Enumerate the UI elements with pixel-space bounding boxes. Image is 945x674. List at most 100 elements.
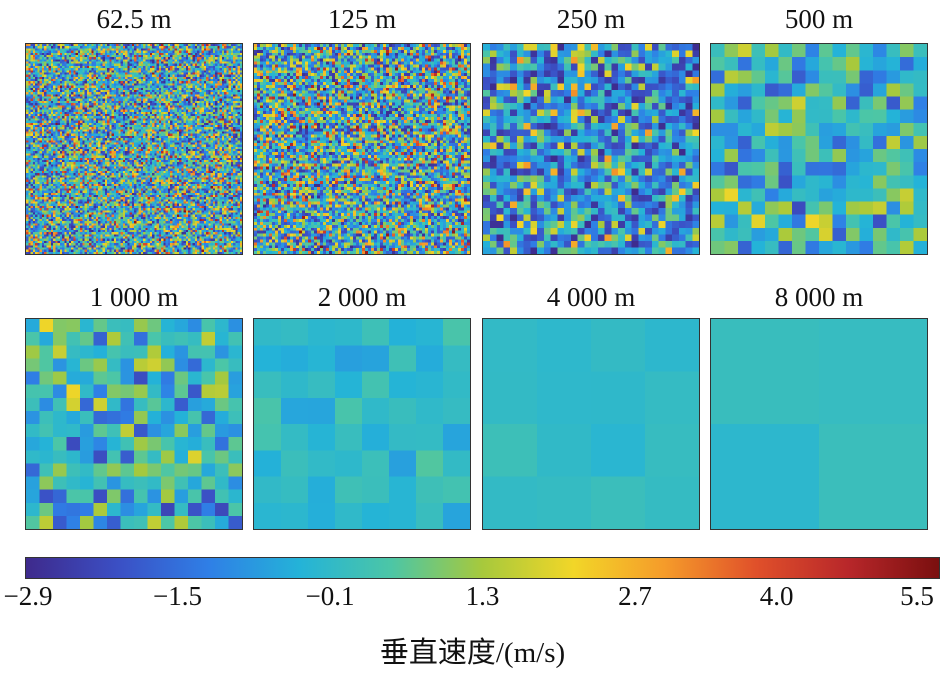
- heatmap-cell: [170, 46, 173, 49]
- heatmap-cell: [28, 144, 31, 147]
- heatmap-cell: [32, 46, 36, 49]
- heatmap-cell: [208, 83, 211, 86]
- heatmap-cell: [44, 89, 47, 93]
- heatmap-cell: [167, 146, 171, 150]
- heatmap-cell: [235, 63, 238, 66]
- heatmap-cell: [190, 74, 193, 77]
- heatmap-cell: [68, 76, 72, 80]
- heatmap-cell: [111, 142, 114, 145]
- heatmap-cell: [71, 48, 74, 51]
- heatmap-cell: [172, 79, 175, 82]
- heatmap-cell: [212, 138, 216, 141]
- heatmap-cell: [98, 50, 101, 53]
- heatmap-cell: [233, 46, 236, 49]
- heatmap-cell: [48, 72, 51, 75]
- heatmap-cell: [239, 107, 242, 110]
- heatmap-cell: [26, 144, 29, 147]
- heatmap-cell: [206, 63, 209, 66]
- heatmap-cell: [147, 59, 150, 62]
- heatmap-cell: [190, 103, 193, 106]
- heatmap-cell: [174, 105, 177, 108]
- heatmap-cell: [215, 83, 218, 86]
- heatmap-cell: [199, 85, 202, 88]
- heatmap-cell: [163, 120, 166, 123]
- heatmap-cell: [161, 61, 164, 64]
- heatmap-cell: [71, 133, 74, 136]
- heatmap-cell: [35, 89, 38, 93]
- heatmap-cell: [41, 144, 45, 147]
- heatmap-cell: [93, 118, 96, 121]
- heatmap-cell: [122, 144, 126, 147]
- heatmap-cell: [167, 103, 171, 106]
- heatmap-cell: [145, 61, 148, 64]
- heatmap-cell: [68, 146, 72, 150]
- heatmap-cell: [226, 103, 229, 106]
- heatmap-cell: [181, 120, 184, 123]
- heatmap-cell: [134, 155, 137, 158]
- heatmap-cell: [149, 155, 153, 158]
- heatmap-cell: [170, 151, 173, 154]
- heatmap-cell: [44, 96, 47, 99]
- heatmap-cell: [147, 70, 150, 73]
- heatmap-cell: [120, 59, 123, 62]
- heatmap-cell: [140, 74, 144, 77]
- heatmap-cell: [91, 76, 94, 80]
- heatmap-cell: [208, 151, 211, 154]
- heatmap-cell: [68, 138, 72, 141]
- heatmap-cell: [64, 79, 67, 82]
- heatmap-cell: [59, 96, 63, 99]
- heatmap-cell: [188, 155, 191, 158]
- heatmap-cell: [116, 74, 119, 77]
- heatmap-cell: [136, 89, 139, 93]
- heatmap-cell: [118, 135, 121, 139]
- heatmap-cell: [194, 87, 198, 90]
- heatmap-cell: [217, 48, 220, 51]
- heatmap-cell: [68, 107, 72, 110]
- heatmap-cell: [77, 109, 81, 112]
- heatmap-cell: [154, 87, 157, 90]
- heatmap-cell: [134, 103, 137, 106]
- heatmap-cell: [104, 87, 108, 90]
- heatmap-cell: [53, 120, 56, 123]
- heatmap-cell: [28, 140, 31, 143]
- heatmap-cell: [59, 107, 63, 110]
- heatmap-cell: [73, 133, 76, 136]
- heatmap-cell: [190, 111, 193, 115]
- heatmap-cell: [71, 151, 74, 154]
- heatmap-cell: [50, 48, 54, 51]
- heatmap-cell: [174, 50, 177, 53]
- heatmap-cell: [203, 122, 207, 125]
- heatmap-cell: [181, 72, 184, 75]
- heatmap-cell: [127, 96, 130, 99]
- heatmap-cell: [183, 68, 186, 71]
- heatmap-cell: [71, 146, 74, 150]
- heatmap-cell: [210, 61, 213, 64]
- heatmap-cell: [35, 94, 38, 97]
- heatmap-cell: [194, 59, 198, 62]
- heatmap-cell: [172, 135, 175, 139]
- heatmap-cell: [32, 135, 36, 139]
- heatmap-cell: [41, 79, 45, 82]
- heatmap-cell: [59, 48, 63, 51]
- heatmap-cell: [163, 122, 166, 125]
- heatmap-cell: [50, 87, 54, 90]
- heatmap-cell: [57, 116, 60, 119]
- heatmap-cell: [172, 151, 175, 154]
- heatmap-cell: [145, 79, 148, 82]
- heatmap-cell: [46, 131, 49, 134]
- heatmap-cell: [32, 68, 36, 71]
- heatmap-cell: [95, 74, 99, 77]
- heatmap-cell: [201, 79, 204, 82]
- heatmap-cell: [55, 120, 58, 123]
- heatmap-cell: [122, 94, 126, 97]
- heatmap-cell: [147, 124, 150, 128]
- heatmap-cell: [57, 100, 60, 104]
- heatmap-cell: [30, 103, 33, 106]
- heatmap-cell: [118, 120, 121, 123]
- heatmap-cell: [212, 79, 216, 82]
- heatmap-cell: [181, 149, 184, 152]
- heatmap-cell: [86, 124, 90, 128]
- heatmap-cell: [172, 52, 175, 55]
- heatmap-cell: [154, 92, 157, 95]
- heatmap-cell: [127, 131, 130, 134]
